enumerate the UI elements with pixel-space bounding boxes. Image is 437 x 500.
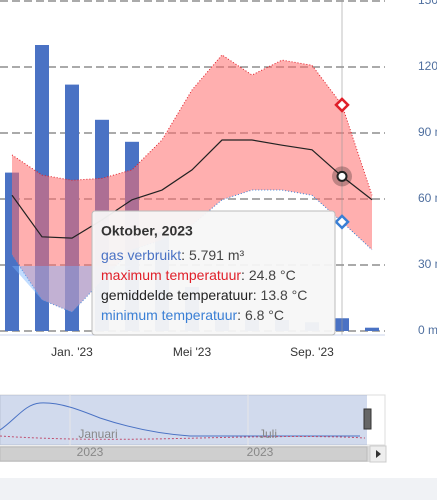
navigator	[0, 394, 387, 463]
y-tick-label: 120 m	[418, 59, 437, 73]
tooltip-row: gemiddelde temperatuur: 13.8 °C	[101, 287, 307, 303]
scrollbar-thumb[interactable]	[0, 446, 368, 462]
tooltip-value: 6.8 °C	[245, 307, 284, 323]
tooltip-row: gas verbruikt: 5.791 m³	[101, 247, 245, 263]
navigator-series	[0, 402, 360, 437]
navigator-label: Juli	[259, 427, 277, 441]
x-tick-label: Mei '23	[173, 345, 212, 359]
tooltip: Oktober, 2023 gas verbruikt: 5.791 m³ maxi…	[91, 210, 336, 336]
navigator-series	[0, 435, 366, 440]
tooltip-value: 13.8 °C	[261, 287, 308, 303]
tooltip-value: 24.8 °C	[249, 267, 296, 283]
x-tick-label: Sep. '23	[290, 345, 334, 359]
bar	[365, 327, 379, 331]
tooltip-row: minimum temperatuur: 6.8 °C	[101, 307, 284, 323]
navigator-label: Januari	[78, 427, 117, 441]
y-tick-label: 60 m	[418, 191, 437, 205]
hover-marker	[334, 214, 350, 230]
scrollbar-arrow	[376, 450, 381, 458]
tooltip-series-name: minimum temperatuur	[101, 307, 237, 323]
y-tick-label: 0 m	[418, 323, 437, 337]
tooltip-series-name: maximum temperatuur	[101, 267, 241, 283]
line-series	[11, 139, 373, 239]
max-line	[11, 54, 373, 196]
tooltip-box	[91, 210, 336, 336]
navigator-handle[interactable]	[363, 408, 372, 430]
tooltip-series-name: gemiddelde temperatuur	[101, 287, 253, 303]
y-tick-label: 30 m	[418, 257, 437, 271]
y-tick-label: 90 m	[418, 125, 437, 139]
tooltip-row: maximum temperatuur: 24.8 °C	[101, 267, 296, 283]
hover-marker	[336, 170, 348, 182]
navigator-label: 2023	[247, 445, 274, 459]
y-tick-label: 150 m	[418, 0, 437, 7]
hover-marker	[334, 97, 350, 113]
tooltip-title: Oktober, 2023	[101, 223, 193, 239]
navigator-mask	[0, 395, 367, 445]
tooltip-value: 5.791 m³	[189, 247, 245, 263]
tooltip-series-name: gas verbruikt	[101, 247, 181, 263]
x-tick-label: Jan. '23	[51, 345, 93, 359]
footer-strip	[0, 478, 437, 500]
navigator-label: 2023	[77, 445, 104, 459]
